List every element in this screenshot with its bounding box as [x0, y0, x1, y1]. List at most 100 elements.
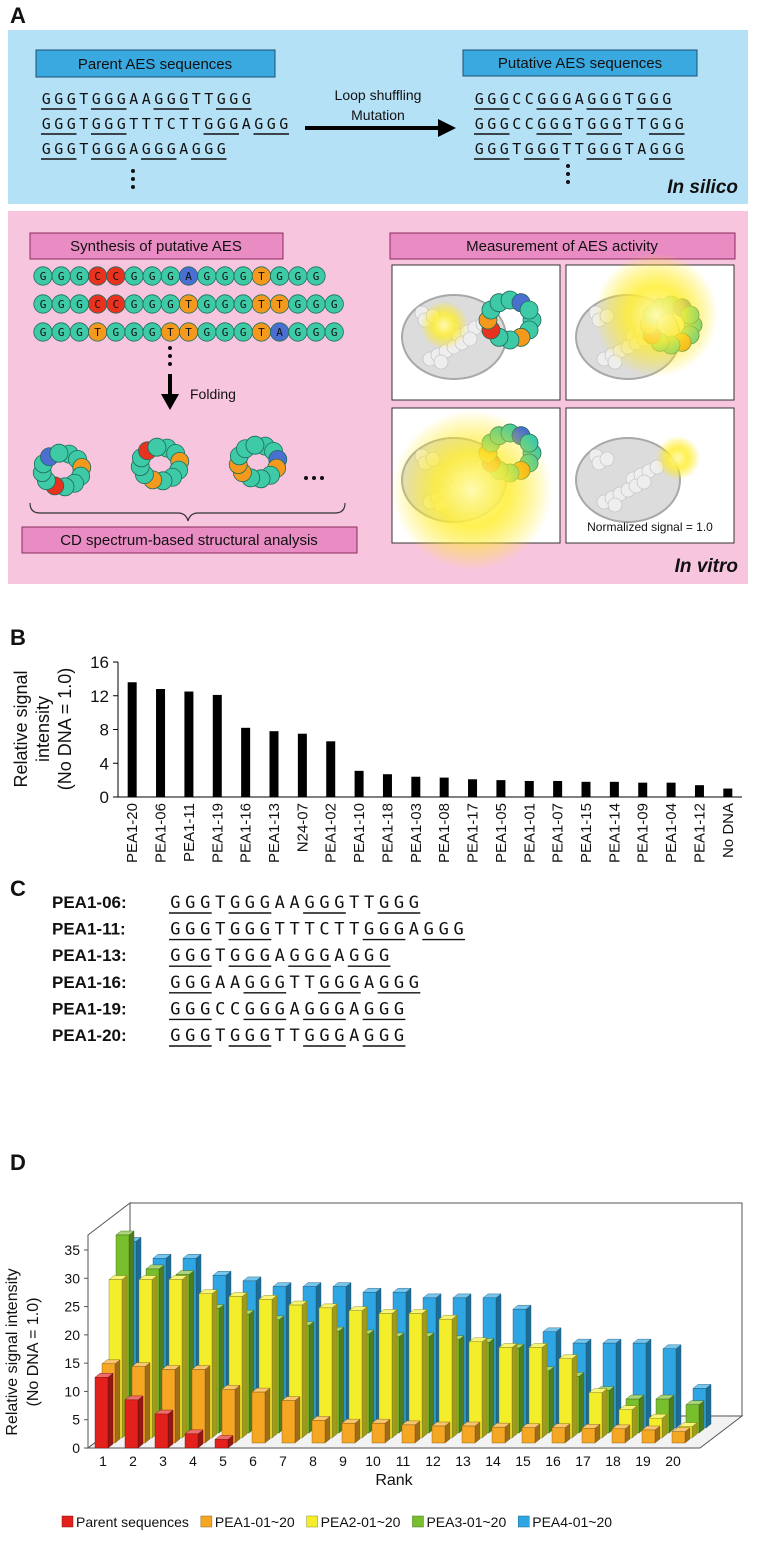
bar	[124, 1399, 139, 1449]
x-tick-label: PEA1-20	[124, 803, 141, 863]
bar	[468, 779, 478, 797]
bar	[354, 770, 364, 797]
y-tick-label: 5	[72, 1412, 80, 1428]
sequence: GGGTGGGTTTCTTGGGAGGG	[170, 920, 463, 940]
normalization-note: Normalized signal = 1.0	[587, 520, 713, 534]
x-tick-label: PEA1-14	[606, 803, 623, 863]
bar-side-face	[571, 1354, 578, 1439]
y-axis-label: Relative signal intensity	[4, 1268, 21, 1435]
brace	[29, 502, 346, 522]
bar-side-face	[601, 1388, 608, 1439]
ellipsis-dots	[131, 164, 570, 366]
bar	[281, 1400, 296, 1444]
bar-side-face	[294, 1396, 301, 1444]
bar-side-face	[211, 1289, 218, 1439]
x-tick-label: PEA1-06	[153, 803, 170, 863]
bar-side-face	[368, 1329, 375, 1434]
x-tick-label: 18	[605, 1453, 621, 1469]
signal-glow	[392, 410, 552, 570]
x-tick-label: PEA1-02	[323, 803, 340, 863]
bar-side-face	[338, 1326, 345, 1434]
bar-side-face	[301, 1300, 308, 1439]
bar-side-face	[271, 1294, 278, 1439]
bar	[461, 1425, 476, 1444]
bar	[269, 731, 279, 797]
bar	[297, 733, 307, 797]
bar	[241, 727, 251, 797]
x-tick-label: 11	[396, 1453, 411, 1469]
bar	[251, 1391, 266, 1444]
x-tick-label: N24-07	[294, 803, 311, 852]
caption: In vitro	[675, 556, 738, 577]
bar-side-face	[488, 1338, 495, 1434]
bar	[156, 689, 166, 797]
sequence: GGGTGGGTTGGGAGGG	[170, 1026, 404, 1046]
bar-side-face	[361, 1306, 368, 1439]
bar-side-face	[548, 1366, 555, 1434]
legend-swatch	[412, 1515, 424, 1528]
panel-label: D	[10, 1150, 26, 1175]
bar-side-face	[204, 1365, 211, 1444]
panel-label: C	[10, 876, 26, 901]
x-tick-label: 12	[425, 1453, 441, 1469]
bar-side-face	[451, 1314, 458, 1439]
protein-texture	[607, 497, 623, 513]
x-tick-label: PEA1-05	[493, 803, 510, 863]
bar-side-face	[675, 1344, 682, 1429]
x-tick-label: 5	[219, 1453, 227, 1469]
bar	[524, 780, 534, 797]
ellipsis-dots	[304, 476, 324, 480]
x-tick-label: 2	[129, 1453, 137, 1469]
bar-side-face	[167, 1409, 174, 1449]
bar-side-face	[511, 1343, 518, 1439]
x-tick-label: 6	[249, 1453, 257, 1469]
x-tick-label: 20	[665, 1453, 681, 1469]
sequence: GGGTGGGTTGGGTAGGG	[475, 140, 684, 158]
legend-label: PEA4-01~20	[532, 1514, 612, 1530]
bar-side-face	[428, 1332, 435, 1434]
bar-side-face	[578, 1372, 585, 1434]
x-tick-label: 15	[515, 1453, 531, 1469]
legend-swatch	[518, 1515, 530, 1528]
bar	[154, 1413, 169, 1449]
signal-glow	[656, 436, 700, 480]
bar	[311, 1420, 326, 1444]
parent-title: Parent AES sequences	[78, 56, 232, 73]
x-tick-label: PEA1-07	[550, 803, 567, 863]
y-axis-label: (No DNA = 1.0)	[55, 668, 75, 791]
protein-texture	[599, 451, 615, 467]
y-axis-label: intensity	[33, 696, 53, 762]
sequence: GGGTGGGAAGGGTTGGG	[42, 90, 251, 108]
bar-side-face	[398, 1332, 405, 1434]
title-box	[35, 49, 276, 78]
sequence: GGGCCGGGAGGGAGGG	[170, 999, 404, 1019]
x-tick-label: 1	[99, 1453, 107, 1469]
bead-letters: GGGTGGGTTGGGTAGGG	[40, 326, 338, 339]
sequence: GGGCCGGGTGGGTTGGG	[475, 115, 684, 133]
x-tick-label: No DNA	[720, 803, 737, 858]
y-tick-label: 25	[64, 1299, 80, 1315]
x-tick-label: PEA1-09	[635, 803, 652, 863]
bar	[638, 782, 648, 797]
protein-texture	[636, 474, 652, 490]
sequence: GGGTGGGAAGGGTTGGG	[170, 893, 419, 913]
x-tick-label: PEA1-13	[266, 803, 283, 863]
y-tick-label: 20	[64, 1327, 80, 1343]
y-tick-label: 4	[100, 754, 109, 773]
bar-side-face	[308, 1321, 315, 1434]
bar-side-face	[631, 1405, 638, 1439]
folded-bead	[49, 443, 69, 463]
bar	[212, 694, 222, 797]
step-label: Folding	[190, 386, 236, 402]
legend-swatch	[200, 1515, 213, 1528]
y-axis-label: (No DNA = 1.0)	[25, 1298, 42, 1407]
y-tick-label: 16	[90, 653, 109, 672]
bar-side-face	[107, 1372, 114, 1449]
x-tick-label: 16	[545, 1453, 561, 1469]
x-tick-label: 10	[365, 1453, 381, 1469]
y-axis-label: Relative signal	[11, 670, 31, 787]
analysis-title: CD spectrum-based structural analysis	[60, 532, 318, 549]
title-box	[389, 232, 736, 260]
bar	[491, 1426, 506, 1444]
x-axis-label: Rank	[375, 1472, 413, 1489]
